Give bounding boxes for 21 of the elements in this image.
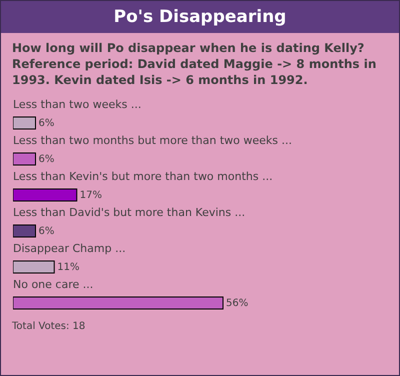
y-tick-label: Less than two weeks ... <box>13 98 142 111</box>
data-label: 11% <box>57 262 80 273</box>
bar <box>13 296 224 310</box>
data-label: 56% <box>226 298 248 309</box>
data-label: 6% <box>38 118 54 129</box>
bar <box>13 260 55 274</box>
y-tick-label: No one care ... <box>13 278 94 291</box>
data-label: 17% <box>80 190 102 201</box>
chart-title: Po's Disappearing <box>1 1 399 33</box>
bar <box>13 116 36 130</box>
y-tick-label: Less than Kevin's but more than two months ... <box>13 170 273 183</box>
bar <box>13 152 36 166</box>
y-tick-label: Less than two months but more than two weeks ... <box>13 134 292 147</box>
text: Total Votes: 18 <box>12 321 86 332</box>
y-tick-label: Less than David's but more than Kevins ... <box>13 206 246 219</box>
y-tick-label: Disappear Champ ... <box>13 242 126 255</box>
data-label: 6% <box>38 154 54 165</box>
bar <box>13 188 78 202</box>
data-label: 6% <box>38 226 54 237</box>
bar <box>13 224 36 238</box>
chart-subtitle: How long will Po disappear when he is dating Kelly? Reference period: David dated Maggie -> 8 months in 1993. Kevin dated Isis -> 6 months in 1992. <box>12 40 378 88</box>
